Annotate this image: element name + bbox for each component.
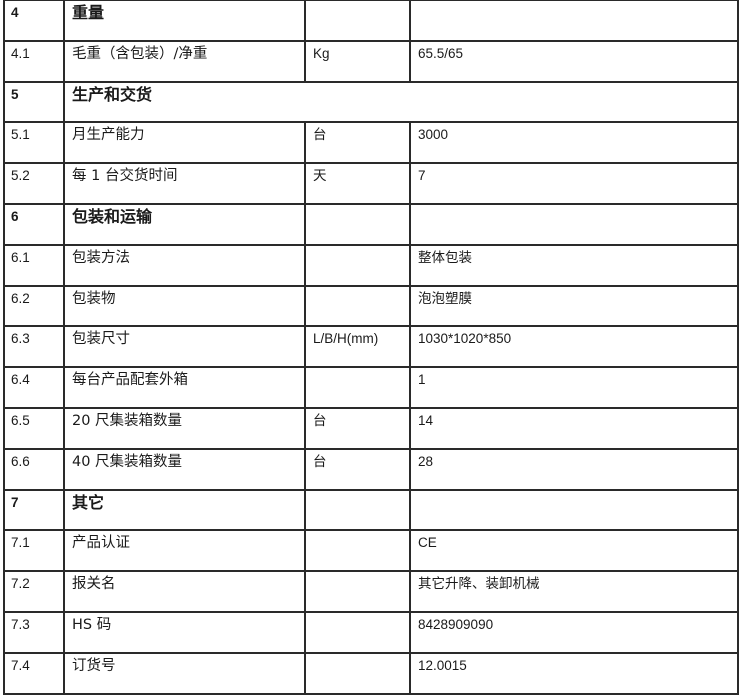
- unit-cell: [304, 570, 411, 613]
- value-cell: 7: [409, 162, 739, 205]
- table-row: 7.1 产品认证 CE: [3, 529, 739, 573]
- table-row: 6.3 包装尺寸 L/B/H(mm) 1030*1020*850: [3, 325, 739, 369]
- item-number: 6.6: [3, 447, 65, 491]
- value-cell: 3000: [409, 121, 739, 165]
- item-number: 7.2: [3, 570, 65, 613]
- item-number: 7.3: [3, 610, 65, 654]
- unit-cell: [304, 529, 411, 573]
- value-cell: 8428909090: [409, 610, 739, 654]
- table-row: 5.2 每 1 台交货时间天 7: [3, 162, 739, 205]
- value-cell: 28: [409, 447, 739, 491]
- item-name: 包装尺寸: [63, 325, 306, 369]
- unit-cell: [304, 610, 411, 654]
- unit-cell: 天: [304, 162, 411, 205]
- item-name: 包装方法: [63, 243, 306, 287]
- value-cell: 泡泡塑膜: [409, 284, 739, 328]
- item-number: 5.2: [3, 162, 65, 205]
- section-title: 重量: [63, 0, 306, 42]
- table-row: 4.1 毛重（含包装）/净重 Kg 65.5/65: [3, 39, 739, 83]
- table-row: 6.4 每台产品配套外箱 1: [3, 366, 739, 409]
- item-name: 月生产能力: [63, 121, 306, 165]
- section-row: 5 生产和交货: [3, 80, 739, 124]
- section-title: 生产和交货: [63, 80, 739, 124]
- item-name: 毛重（含包装）/净重: [63, 39, 306, 83]
- item-number: 4.1: [3, 39, 65, 83]
- value-cell: 65.5/65: [409, 39, 739, 83]
- value-cell: 12.0015: [409, 651, 739, 695]
- value-cell: 整体包装: [409, 243, 739, 287]
- unit-cell: 台: [304, 406, 411, 450]
- table-row: 7.4 订货号 12.0015: [3, 651, 739, 695]
- unit-cell: [304, 243, 411, 287]
- item-number: 6.1: [3, 243, 65, 287]
- unit-cell: 台: [304, 447, 411, 491]
- item-number: 5.1: [3, 121, 65, 165]
- item-name: 40 尺集装箱数量: [63, 447, 306, 491]
- item-number: 6.5: [3, 406, 65, 450]
- unit-cell: [304, 651, 411, 695]
- value-cell: [409, 202, 739, 246]
- item-name: 订货号: [63, 651, 306, 695]
- unit-cell: Kg: [304, 39, 411, 83]
- table-row: 7.3 HS 码 8428909090: [3, 610, 739, 654]
- item-name: 每 1 台交货时间: [63, 162, 306, 205]
- table-row: 6.6 40 尺集装箱数量台 28: [3, 447, 739, 491]
- item-name: 报关名: [63, 570, 306, 613]
- unit-cell: 台: [304, 121, 411, 165]
- item-number: 7.1: [3, 529, 65, 573]
- table-row: 6.1 包装方法 整体包装: [3, 243, 739, 287]
- unit-cell: [304, 284, 411, 328]
- item-name: 每台产品配套外箱: [63, 366, 306, 409]
- table-row: 6.2 包装物 泡泡塑膜: [3, 284, 739, 328]
- section-title: 包装和运输: [63, 202, 306, 246]
- value-cell: CE: [409, 529, 739, 573]
- item-number: 6: [3, 202, 65, 246]
- unit-cell: [304, 366, 411, 409]
- value-cell: 14: [409, 406, 739, 450]
- value-cell: 其它升降、装卸机械: [409, 570, 739, 613]
- item-name: HS 码: [63, 610, 306, 654]
- section-row: 4 重量: [3, 0, 739, 42]
- unit-cell: [304, 488, 411, 532]
- section-row: 7 其它: [3, 488, 739, 532]
- unit-cell: [304, 0, 411, 42]
- unit-cell: L/B/H(mm): [304, 325, 411, 369]
- value-cell: [409, 488, 739, 532]
- section-row: 6 包装和运输: [3, 202, 739, 246]
- table-row: 5.1 月生产能力台 3000: [3, 121, 739, 165]
- value-cell: 1030*1020*850: [409, 325, 739, 369]
- table-row: 6.5 20 尺集装箱数量台 14: [3, 406, 739, 450]
- unit-cell: [304, 202, 411, 246]
- section-title: 其它: [63, 488, 306, 532]
- item-number: 7: [3, 488, 65, 532]
- table-row: 7.2 报关名 其它升降、装卸机械: [3, 570, 739, 613]
- item-name: 20 尺集装箱数量: [63, 406, 306, 450]
- item-name: 包装物: [63, 284, 306, 328]
- item-number: 4: [3, 0, 65, 42]
- spec-table: 4 重量 4.1 毛重（含包装）/净重 Kg 65.5/65 5 生产和交货 5.1 月生产能力台…: [3, 0, 739, 695]
- item-number: 6.2: [3, 284, 65, 328]
- item-number: 7.4: [3, 651, 65, 695]
- value-cell: [409, 0, 739, 42]
- item-number: 5: [3, 80, 65, 124]
- value-cell: 1: [409, 366, 739, 409]
- item-number: 6.4: [3, 366, 65, 409]
- item-name: 产品认证: [63, 529, 306, 573]
- item-number: 6.3: [3, 325, 65, 369]
